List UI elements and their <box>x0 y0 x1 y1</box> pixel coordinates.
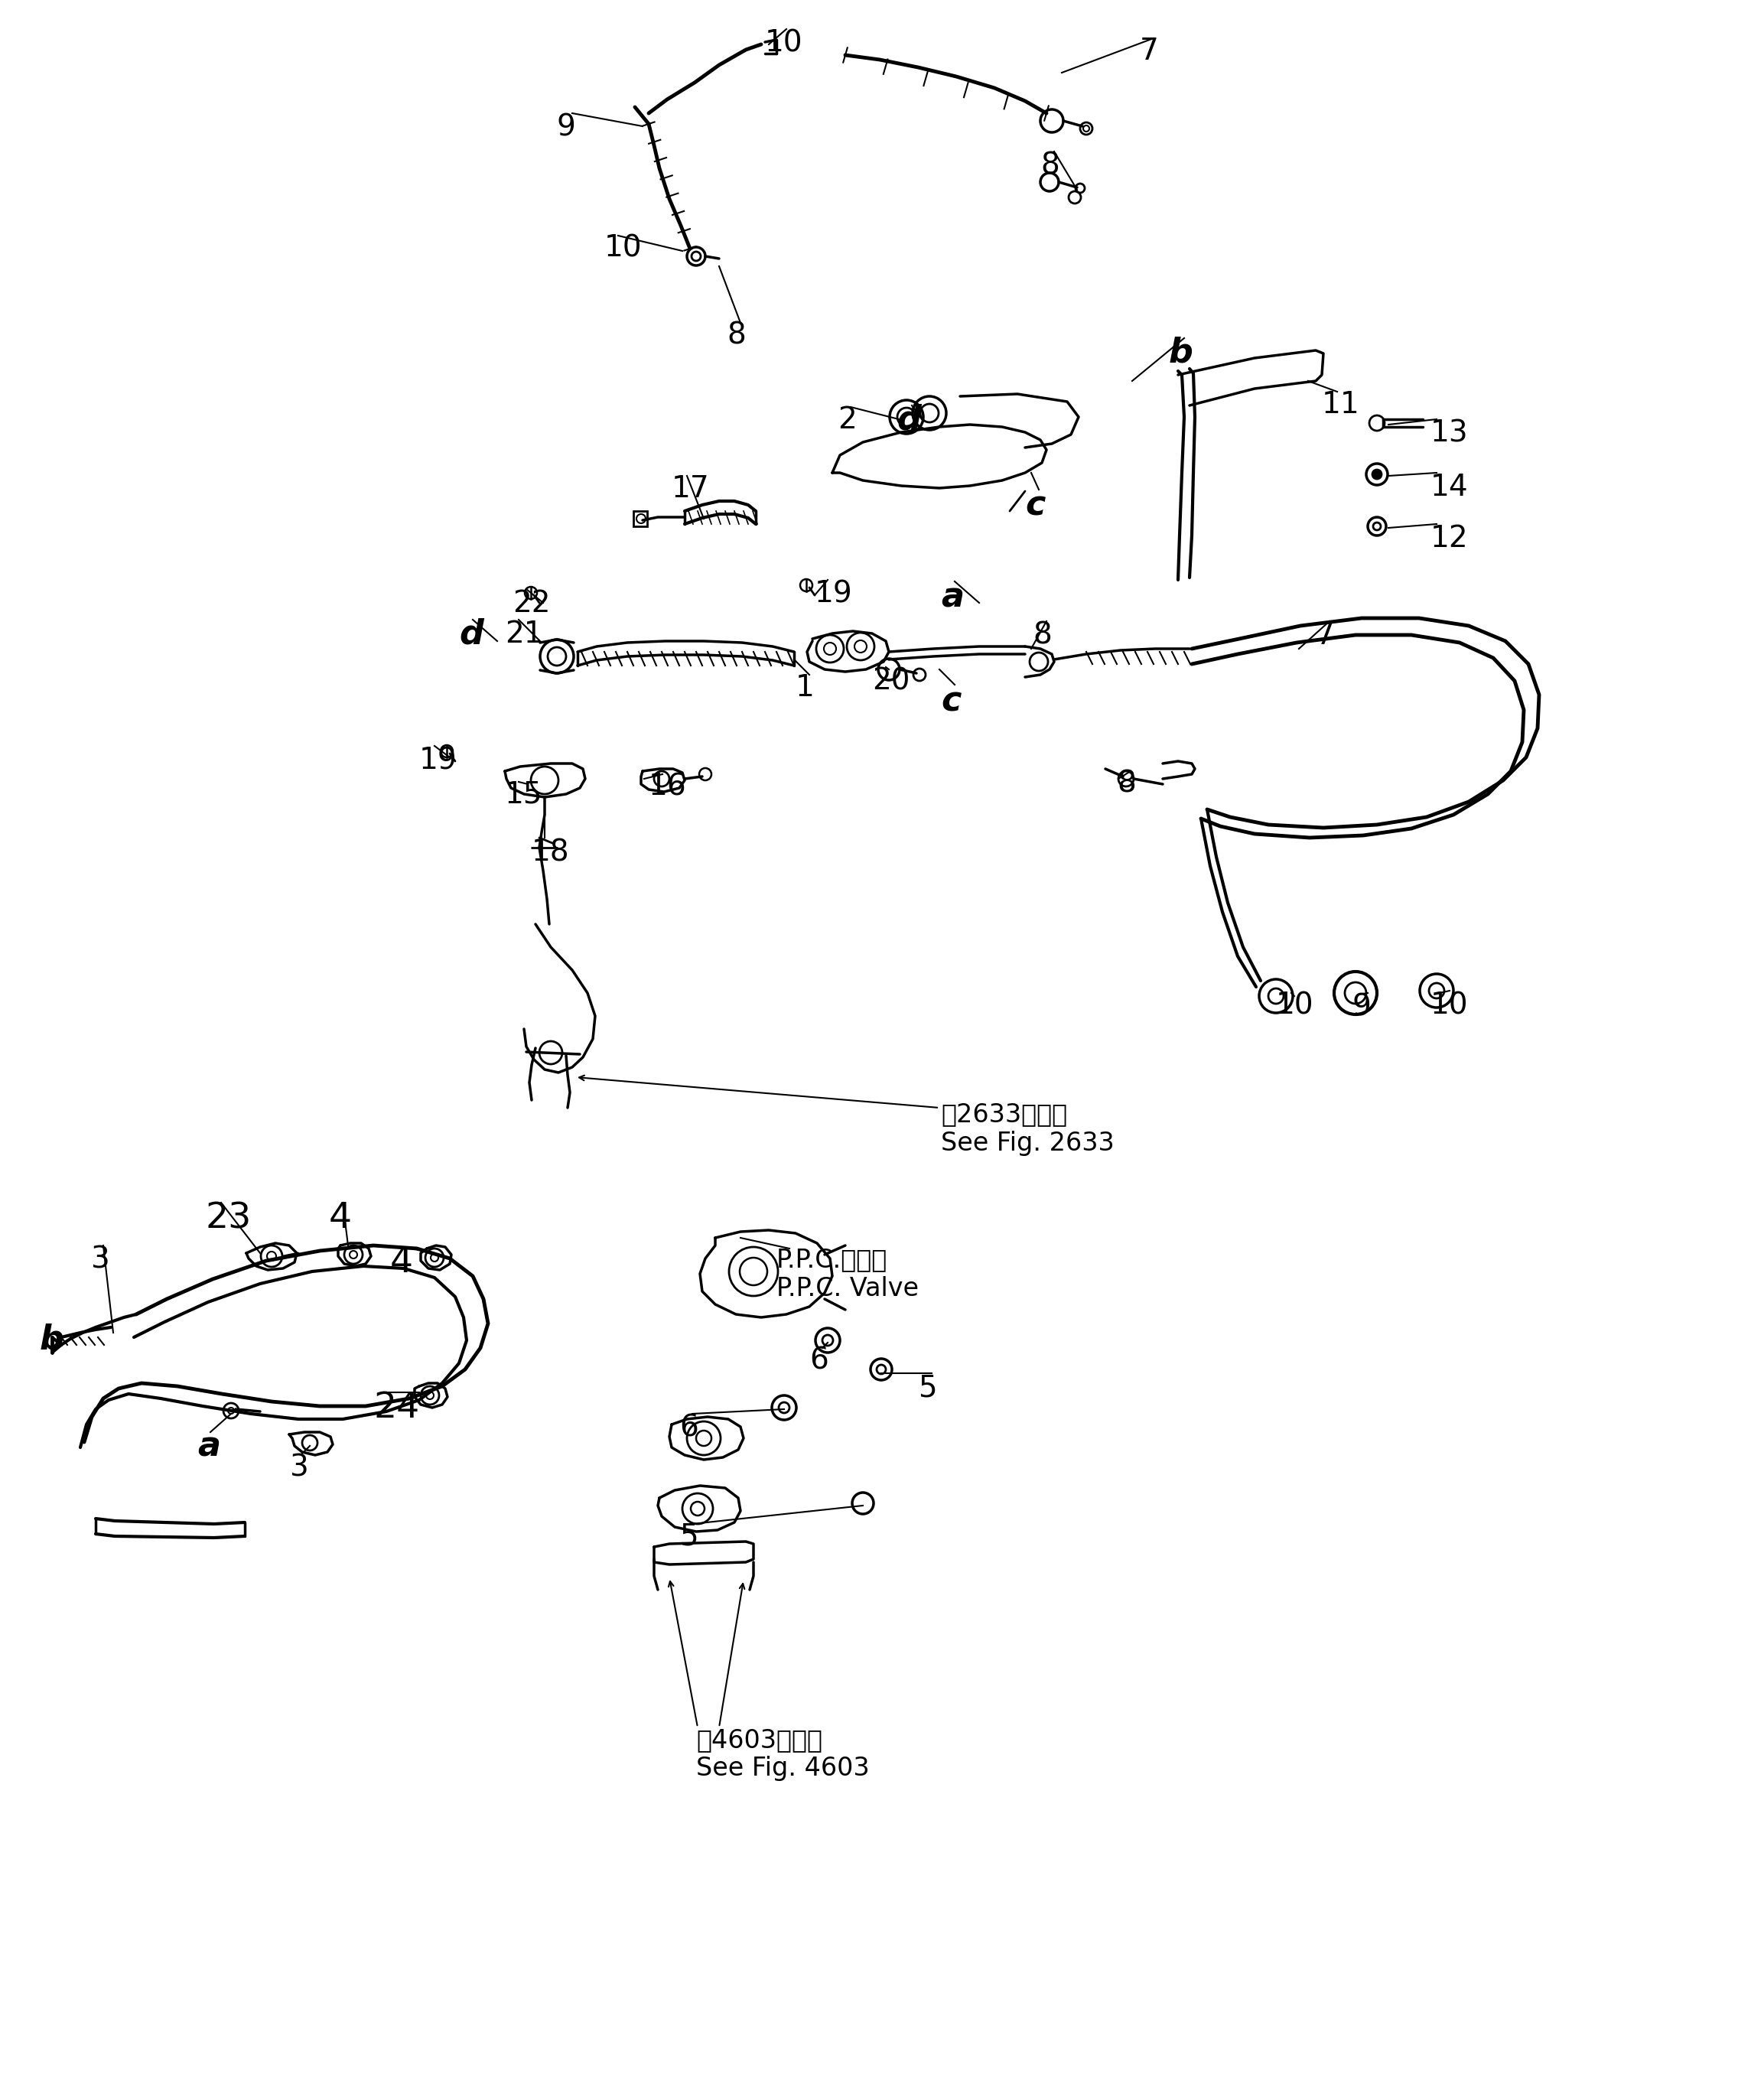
Text: See Fig. 4603: See Fig. 4603 <box>697 1756 869 1781</box>
Text: d: d <box>897 403 921 437</box>
Text: 18: 18 <box>532 838 570 867</box>
Text: 3: 3 <box>289 1453 308 1483</box>
Text: c: c <box>1025 489 1045 523</box>
Text: 6: 6 <box>680 1413 699 1443</box>
Text: 第4603図参照: 第4603図参照 <box>697 1728 822 1753</box>
Text: 16: 16 <box>648 773 687 802</box>
Text: a: a <box>198 1430 221 1464</box>
Text: 9: 9 <box>1352 993 1371 1023</box>
Text: 2: 2 <box>838 405 857 435</box>
Text: 10: 10 <box>1276 991 1314 1021</box>
Text: 24: 24 <box>374 1390 419 1426</box>
Circle shape <box>1373 470 1382 479</box>
Text: d: d <box>459 617 483 651</box>
Text: 第2633図参照: 第2633図参照 <box>940 1102 1067 1128</box>
Text: 6: 6 <box>810 1346 829 1376</box>
Text: 8: 8 <box>726 321 746 351</box>
Text: 3: 3 <box>90 1245 109 1275</box>
Text: b: b <box>1170 336 1194 370</box>
Text: 7: 7 <box>1316 622 1335 651</box>
Text: 10: 10 <box>605 233 643 262</box>
Text: 10: 10 <box>1430 991 1469 1021</box>
Text: 13: 13 <box>1430 420 1469 447</box>
Text: 14: 14 <box>1430 472 1469 502</box>
Text: 5: 5 <box>680 1522 699 1552</box>
Text: See Fig. 2633: See Fig. 2633 <box>940 1130 1114 1155</box>
Text: 8: 8 <box>1118 769 1135 798</box>
Text: 15: 15 <box>504 781 542 808</box>
Text: 5: 5 <box>918 1373 937 1403</box>
Text: 1: 1 <box>796 674 815 701</box>
Text: 4: 4 <box>328 1201 353 1235</box>
Text: c: c <box>940 685 961 718</box>
Text: a: a <box>940 582 965 615</box>
Text: P.P.C.バルブ: P.P.C.バルブ <box>777 1247 888 1273</box>
Text: 12: 12 <box>1430 525 1469 552</box>
Text: 20: 20 <box>872 668 911 697</box>
Text: 8: 8 <box>1041 151 1058 181</box>
Text: 7: 7 <box>1140 36 1159 65</box>
Text: 8: 8 <box>1032 622 1051 651</box>
Text: 4: 4 <box>389 1245 414 1279</box>
Text: 22: 22 <box>513 590 551 617</box>
Text: 21: 21 <box>504 620 542 649</box>
Bar <box>633 510 647 527</box>
Text: 19: 19 <box>419 745 457 775</box>
Text: 11: 11 <box>1323 391 1359 420</box>
Text: 19: 19 <box>815 580 853 609</box>
Text: 17: 17 <box>671 475 709 504</box>
Text: 9: 9 <box>556 113 575 143</box>
Text: 10: 10 <box>765 29 803 59</box>
Text: P.P.C. Valve: P.P.C. Valve <box>777 1277 919 1302</box>
Text: 23: 23 <box>205 1201 250 1235</box>
Text: b: b <box>40 1323 64 1357</box>
